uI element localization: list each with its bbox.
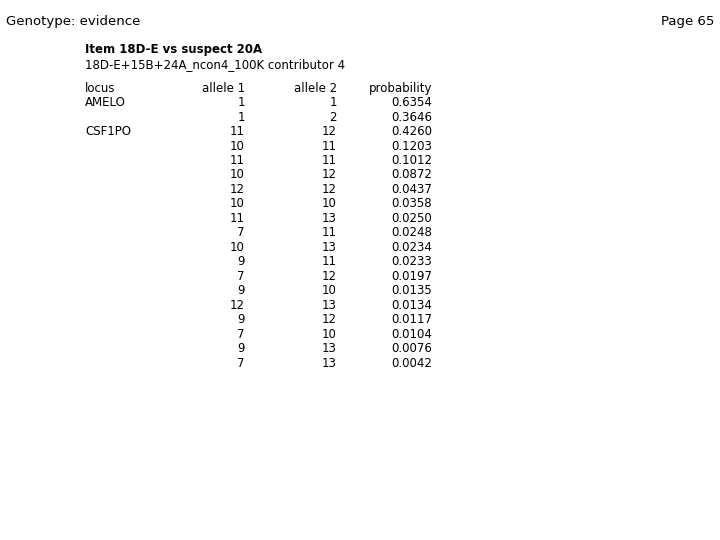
Text: 10: 10	[322, 328, 337, 341]
Text: 11: 11	[230, 154, 245, 167]
Text: locus: locus	[85, 82, 115, 95]
Text: 13: 13	[322, 356, 337, 369]
Text: 0.0437: 0.0437	[391, 183, 432, 196]
Text: 9: 9	[238, 284, 245, 297]
Text: 0.0233: 0.0233	[391, 255, 432, 268]
Text: 9: 9	[238, 255, 245, 268]
Text: 10: 10	[230, 241, 245, 254]
Text: 1: 1	[238, 111, 245, 124]
Text: 0.0234: 0.0234	[391, 241, 432, 254]
Text: 9: 9	[238, 313, 245, 326]
Text: 12: 12	[322, 168, 337, 181]
Text: 0.0248: 0.0248	[391, 226, 432, 239]
Text: 0.1012: 0.1012	[391, 154, 432, 167]
Text: 0.0358: 0.0358	[392, 198, 432, 211]
Text: 7: 7	[238, 328, 245, 341]
Text: 12: 12	[230, 183, 245, 196]
Text: 10: 10	[230, 168, 245, 181]
Text: 12: 12	[322, 313, 337, 326]
Text: 10: 10	[230, 139, 245, 152]
Text: CSF1PO: CSF1PO	[85, 125, 131, 138]
Text: 0.6354: 0.6354	[391, 96, 432, 109]
Text: 0.0076: 0.0076	[391, 342, 432, 355]
Text: 0.0197: 0.0197	[391, 270, 432, 283]
Text: 9: 9	[238, 342, 245, 355]
Text: 11: 11	[322, 255, 337, 268]
Text: 13: 13	[322, 342, 337, 355]
Text: 7: 7	[238, 270, 245, 283]
Text: 0.0872: 0.0872	[391, 168, 432, 181]
Text: Page 65: Page 65	[661, 15, 714, 28]
Text: Item 18D-E vs suspect 20A: Item 18D-E vs suspect 20A	[85, 43, 262, 56]
Text: 0.0134: 0.0134	[391, 299, 432, 312]
Text: 12: 12	[322, 270, 337, 283]
Text: 11: 11	[230, 212, 245, 225]
Text: allele 2: allele 2	[294, 82, 337, 95]
Text: 0.0135: 0.0135	[391, 284, 432, 297]
Text: 13: 13	[322, 241, 337, 254]
Text: 11: 11	[322, 139, 337, 152]
Text: Genotype: evidence: Genotype: evidence	[6, 15, 140, 28]
Text: 10: 10	[322, 198, 337, 211]
Text: 1: 1	[330, 96, 337, 109]
Text: 12: 12	[322, 125, 337, 138]
Text: 0.0104: 0.0104	[391, 328, 432, 341]
Text: 18D-E+15B+24A_ncon4_100K contributor 4: 18D-E+15B+24A_ncon4_100K contributor 4	[85, 58, 345, 71]
Text: 7: 7	[238, 226, 245, 239]
Text: 7: 7	[238, 356, 245, 369]
Text: 0.1203: 0.1203	[391, 139, 432, 152]
Text: probability: probability	[369, 82, 432, 95]
Text: 13: 13	[322, 299, 337, 312]
Text: 0.0250: 0.0250	[391, 212, 432, 225]
Text: 1: 1	[238, 96, 245, 109]
Text: 0.0042: 0.0042	[391, 356, 432, 369]
Text: 10: 10	[230, 198, 245, 211]
Text: 10: 10	[322, 284, 337, 297]
Text: AMELO: AMELO	[85, 96, 126, 109]
Text: 0.0117: 0.0117	[391, 313, 432, 326]
Text: allele 1: allele 1	[202, 82, 245, 95]
Text: 0.4260: 0.4260	[391, 125, 432, 138]
Text: 2: 2	[330, 111, 337, 124]
Text: 11: 11	[322, 226, 337, 239]
Text: 0.3646: 0.3646	[391, 111, 432, 124]
Text: 13: 13	[322, 212, 337, 225]
Text: 12: 12	[322, 183, 337, 196]
Text: 11: 11	[230, 125, 245, 138]
Text: 12: 12	[230, 299, 245, 312]
Text: 11: 11	[322, 154, 337, 167]
